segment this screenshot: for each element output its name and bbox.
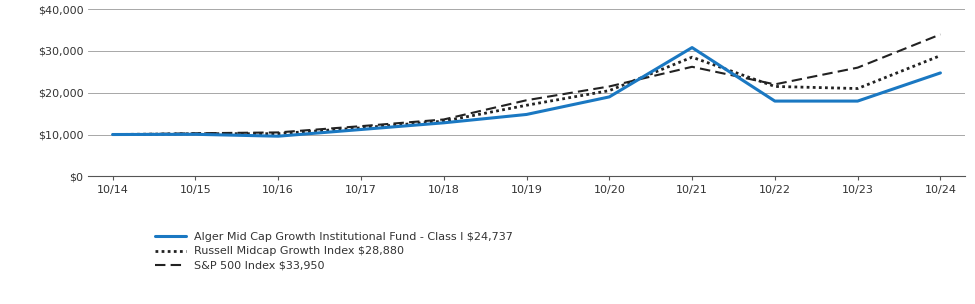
S&P 500 Index $33,950 xyxy=(935,33,947,36)
Russell Midcap Growth Index $28,880 xyxy=(686,55,698,59)
S&P 500 Index $33,950 xyxy=(272,131,284,134)
S&P 500 Index $33,950 xyxy=(769,83,781,86)
Russell Midcap Growth Index $28,880 xyxy=(852,87,864,90)
Russell Midcap Growth Index $28,880 xyxy=(189,132,201,136)
S&P 500 Index $33,950 xyxy=(355,124,367,128)
Line: Russell Midcap Growth Index $28,880: Russell Midcap Growth Index $28,880 xyxy=(112,56,941,135)
Alger Mid Cap Growth Institutional Fund - Class I $24,737 xyxy=(935,71,947,75)
Alger Mid Cap Growth Institutional Fund - Class I $24,737 xyxy=(438,121,449,125)
Alger Mid Cap Growth Institutional Fund - Class I $24,737 xyxy=(272,134,284,138)
Russell Midcap Growth Index $28,880 xyxy=(521,103,532,107)
Russell Midcap Growth Index $28,880 xyxy=(438,119,449,123)
Line: Alger Mid Cap Growth Institutional Fund - Class I $24,737: Alger Mid Cap Growth Institutional Fund … xyxy=(112,48,941,136)
S&P 500 Index $33,950 xyxy=(438,118,449,121)
Alger Mid Cap Growth Institutional Fund - Class I $24,737 xyxy=(686,46,698,50)
S&P 500 Index $33,950 xyxy=(852,66,864,70)
Alger Mid Cap Growth Institutional Fund - Class I $24,737 xyxy=(769,99,781,103)
Alger Mid Cap Growth Institutional Fund - Class I $24,737 xyxy=(106,133,118,136)
Alger Mid Cap Growth Institutional Fund - Class I $24,737 xyxy=(355,128,367,131)
Alger Mid Cap Growth Institutional Fund - Class I $24,737 xyxy=(852,99,864,103)
Line: S&P 500 Index $33,950: S&P 500 Index $33,950 xyxy=(112,34,941,135)
Russell Midcap Growth Index $28,880 xyxy=(272,132,284,136)
Alger Mid Cap Growth Institutional Fund - Class I $24,737 xyxy=(604,95,615,99)
S&P 500 Index $33,950 xyxy=(189,131,201,135)
Russell Midcap Growth Index $28,880 xyxy=(604,89,615,92)
Russell Midcap Growth Index $28,880 xyxy=(106,133,118,136)
Russell Midcap Growth Index $28,880 xyxy=(355,126,367,130)
S&P 500 Index $33,950 xyxy=(686,65,698,69)
Alger Mid Cap Growth Institutional Fund - Class I $24,737 xyxy=(521,113,532,116)
Russell Midcap Growth Index $28,880 xyxy=(769,85,781,88)
S&P 500 Index $33,950 xyxy=(521,98,532,102)
Legend: Alger Mid Cap Growth Institutional Fund - Class I $24,737, Russell Midcap Growth: Alger Mid Cap Growth Institutional Fund … xyxy=(155,232,513,271)
Russell Midcap Growth Index $28,880 xyxy=(935,54,947,57)
S&P 500 Index $33,950 xyxy=(604,85,615,88)
Alger Mid Cap Growth Institutional Fund - Class I $24,737 xyxy=(189,133,201,136)
S&P 500 Index $33,950 xyxy=(106,133,118,136)
